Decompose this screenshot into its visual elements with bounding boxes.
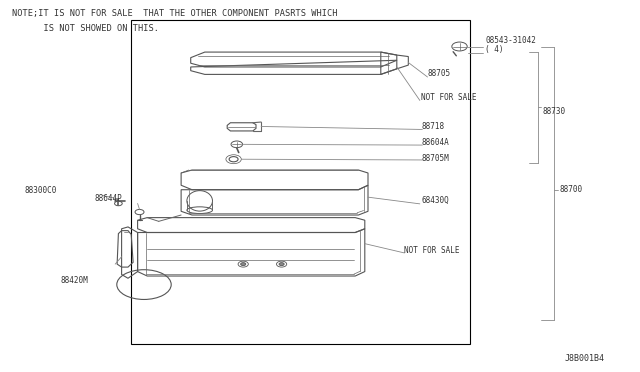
Bar [131,20,470,344]
Text: ( 4): ( 4) [485,45,504,54]
Text: NOT FOR SALE: NOT FOR SALE [404,246,460,255]
Text: 08543-31042: 08543-31042 [485,36,536,45]
Text: 88604A: 88604A [421,138,449,147]
Text: NOT FOR SALE: NOT FOR SALE [421,93,477,102]
Text: IS NOT SHOWED ON THIS.: IS NOT SHOWED ON THIS. [12,24,159,33]
Text: 88420M: 88420M [61,276,88,285]
Circle shape [279,263,284,266]
Text: NOTE;IT IS NOT FOR SALE  THAT THE OTHER COMPONENT PASRTS WHICH: NOTE;IT IS NOT FOR SALE THAT THE OTHER C… [12,9,337,18]
Text: 88644P: 88644P [95,194,122,203]
Text: J8B001B4: J8B001B4 [564,354,605,363]
Text: 88300C0: 88300C0 [24,186,57,195]
Text: 88705M: 88705M [421,154,449,163]
Text: 88718: 88718 [421,122,444,131]
Text: 68430Q: 68430Q [421,196,449,205]
Circle shape [241,263,246,266]
Text: 88730: 88730 [543,107,566,116]
Text: 88705: 88705 [428,69,451,78]
Text: 88700: 88700 [560,185,583,194]
